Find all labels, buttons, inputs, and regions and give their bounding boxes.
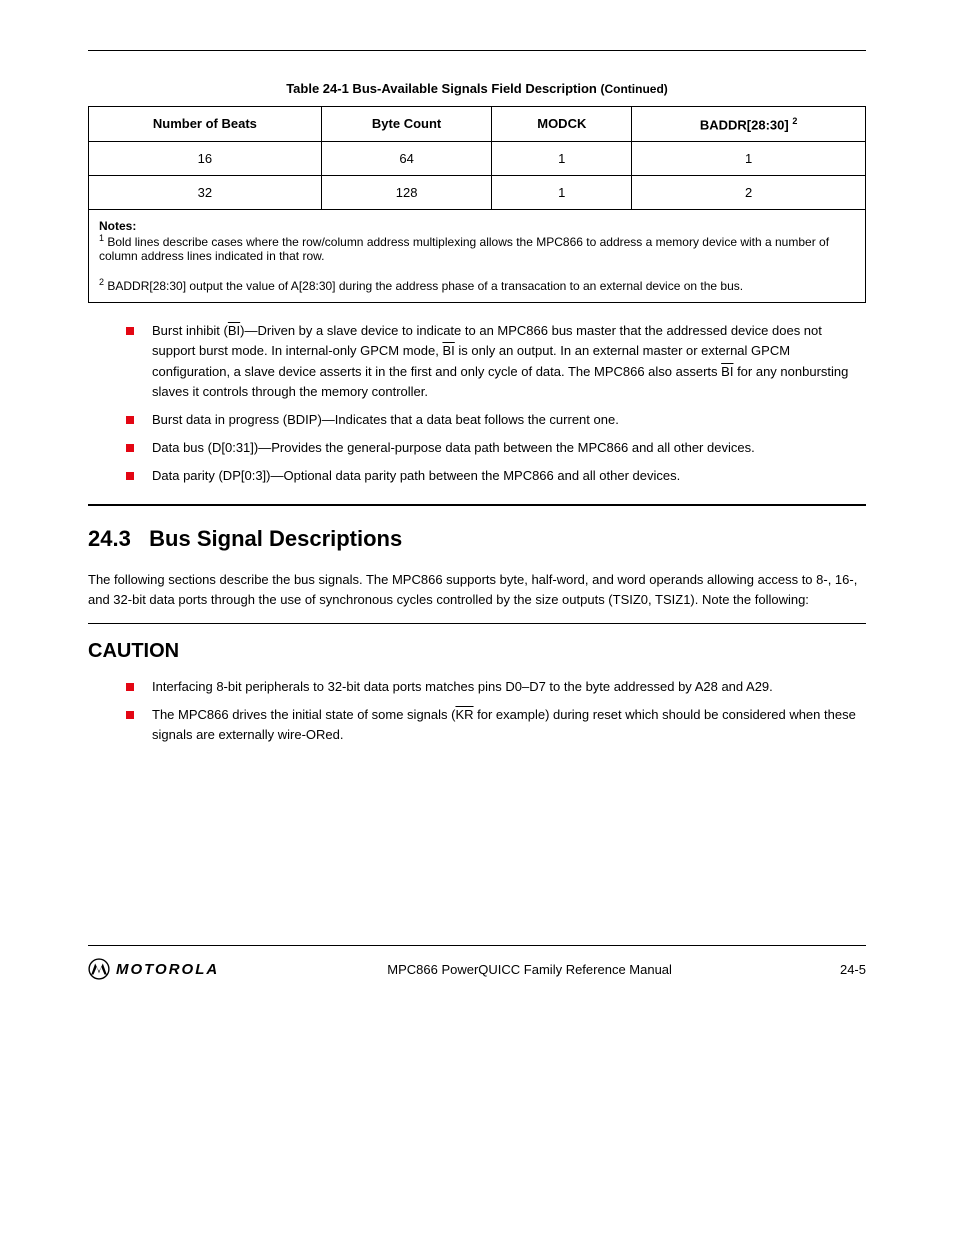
table-row: 16 64 1 1 xyxy=(89,142,866,176)
bullets-caution: Interfacing 8-bit peripherals to 32-bit … xyxy=(88,677,866,745)
list-item: The MPC866 drives the initial state of s… xyxy=(126,705,866,745)
table-cell: 1 xyxy=(492,176,632,210)
table-cell: 1 xyxy=(492,142,632,176)
col-header: BADDR[28:30] xyxy=(700,117,789,132)
table-cell: 32 xyxy=(89,176,322,210)
list-item: Data parity (DP[0:3])—Optional data pari… xyxy=(126,466,866,486)
signal-overline: BI xyxy=(228,323,240,338)
header-sup: 2 xyxy=(792,116,797,126)
note-sup: 2 xyxy=(99,277,104,287)
section-number: 24.3 xyxy=(88,526,131,551)
list-item: Burst data in progress (BDIP)—Indicates … xyxy=(126,410,866,430)
table-caption-text: Table 24-1 Bus-Available Signals Field D… xyxy=(286,81,597,96)
bullet-text: Burst inhibit ( xyxy=(152,323,228,338)
note-text: BADDR[28:30] output the value of A[28:30… xyxy=(107,279,743,293)
page-number: 24-5 xyxy=(840,962,866,977)
body-paragraph: The following sections describe the bus … xyxy=(88,570,866,610)
table-row: 32 128 1 2 xyxy=(89,176,866,210)
signal-overline: KR xyxy=(455,707,473,722)
note-text: Bold lines describe cases where the row/… xyxy=(99,235,829,263)
logo-text: MOTOROLA xyxy=(116,961,219,978)
col-header: Byte Count xyxy=(321,107,492,142)
signals-table: Number of Beats Byte Count MODCK BADDR[2… xyxy=(88,106,866,303)
motorola-logo: MOTOROLA xyxy=(88,958,219,980)
divider xyxy=(88,623,866,624)
signal-overline: BI xyxy=(442,343,454,358)
table-continued: (Continued) xyxy=(600,82,667,96)
bullet-text: The MPC866 drives the initial state of s… xyxy=(152,707,455,722)
page-footer: MOTOROLA MPC866 PowerQUICC Family Refere… xyxy=(88,945,866,980)
list-item: Burst inhibit (BI)—Driven by a slave dev… xyxy=(126,321,866,402)
table-cell: 64 xyxy=(321,142,492,176)
motorola-icon xyxy=(88,958,110,980)
section-heading: 24.3 Bus Signal Descriptions xyxy=(88,526,866,552)
note-sup: 1 xyxy=(99,233,104,243)
divider xyxy=(88,504,866,506)
list-item: Interfacing 8-bit peripherals to 32-bit … xyxy=(126,677,866,697)
table-cell: 2 xyxy=(632,176,866,210)
manual-title: MPC866 PowerQUICC Family Reference Manua… xyxy=(387,962,672,977)
bullets-top: Burst inhibit (BI)—Driven by a slave dev… xyxy=(88,321,866,486)
notes-label: Notes: xyxy=(99,219,136,233)
table-cell: 1 xyxy=(632,142,866,176)
col-header: MODCK xyxy=(492,107,632,142)
list-item: Data bus (D[0:31])—Provides the general-… xyxy=(126,438,866,458)
table-notes-row: Notes: 1 Bold lines describe cases where… xyxy=(89,210,866,303)
table-cell: 128 xyxy=(321,176,492,210)
table-header-row: Number of Beats Byte Count MODCK BADDR[2… xyxy=(89,107,866,142)
caution-label: CAUTION xyxy=(88,640,866,663)
col-header: Number of Beats xyxy=(89,107,322,142)
table-cell: 16 xyxy=(89,142,322,176)
table-caption: Table 24-1 Bus-Available Signals Field D… xyxy=(88,81,866,96)
section-title: Bus Signal Descriptions xyxy=(149,526,402,551)
signal-overline: BI xyxy=(721,364,733,379)
